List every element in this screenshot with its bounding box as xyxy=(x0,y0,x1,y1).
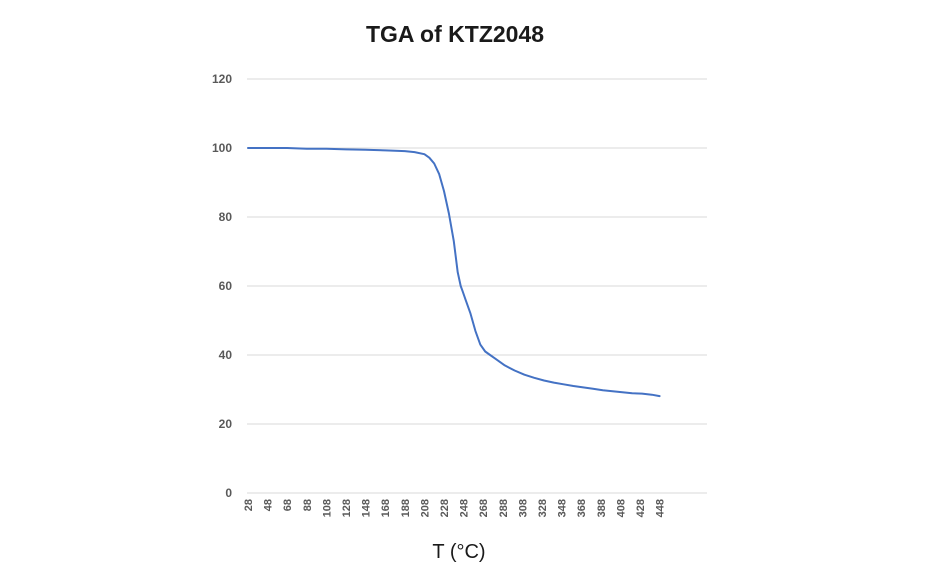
x-tick-label: 148 xyxy=(361,499,373,517)
x-tick-label: 48 xyxy=(263,499,275,511)
grid-lines xyxy=(247,78,707,494)
y-tick-label: 0 xyxy=(225,486,232,500)
x-tick-label: 228 xyxy=(439,499,451,517)
x-tick-label: 328 xyxy=(537,499,549,517)
x-tick-label: 248 xyxy=(459,499,471,517)
x-axis-ticks: 28 48 68 88 108 128 148 168 188 208 228 248 268 288 30… xyxy=(243,499,667,517)
x-tick-label: 308 xyxy=(517,499,529,517)
x-tick-label: 368 xyxy=(576,499,588,517)
x-tick-label: 168 xyxy=(380,499,392,517)
series-layer xyxy=(247,147,661,398)
x-tick-label: 28 xyxy=(243,499,255,511)
x-tick-label: 428 xyxy=(635,499,647,517)
x-tick-label: 288 xyxy=(498,499,510,517)
x-tick-label: 108 xyxy=(321,499,333,517)
y-tick-label: 120 xyxy=(212,72,232,86)
x-tick-label: 388 xyxy=(596,499,608,517)
series-line xyxy=(247,147,661,398)
x-tick-label: 408 xyxy=(615,499,627,517)
y-tick-label: 100 xyxy=(212,141,232,155)
x-tick-label: 268 xyxy=(478,499,490,517)
x-tick-label: 348 xyxy=(557,499,569,517)
x-tick-label: 128 xyxy=(341,499,353,517)
y-tick-label: 40 xyxy=(219,348,233,362)
y-tick-label: 20 xyxy=(219,417,233,431)
x-tick-label: 208 xyxy=(419,499,431,517)
y-tick-label: 60 xyxy=(219,279,233,293)
x-tick-label: 448 xyxy=(655,499,667,517)
x-axis-label: T (°C) xyxy=(432,541,485,563)
chart-title: TGA of KTZ2048 xyxy=(366,21,544,47)
y-tick-label: 80 xyxy=(219,210,233,224)
x-tick-label: 68 xyxy=(282,499,294,511)
x-tick-label: 188 xyxy=(400,499,412,517)
y-axis-ticks: 0 20 40 60 80 100 120 xyxy=(212,72,232,500)
x-tick-label: 88 xyxy=(302,499,314,511)
